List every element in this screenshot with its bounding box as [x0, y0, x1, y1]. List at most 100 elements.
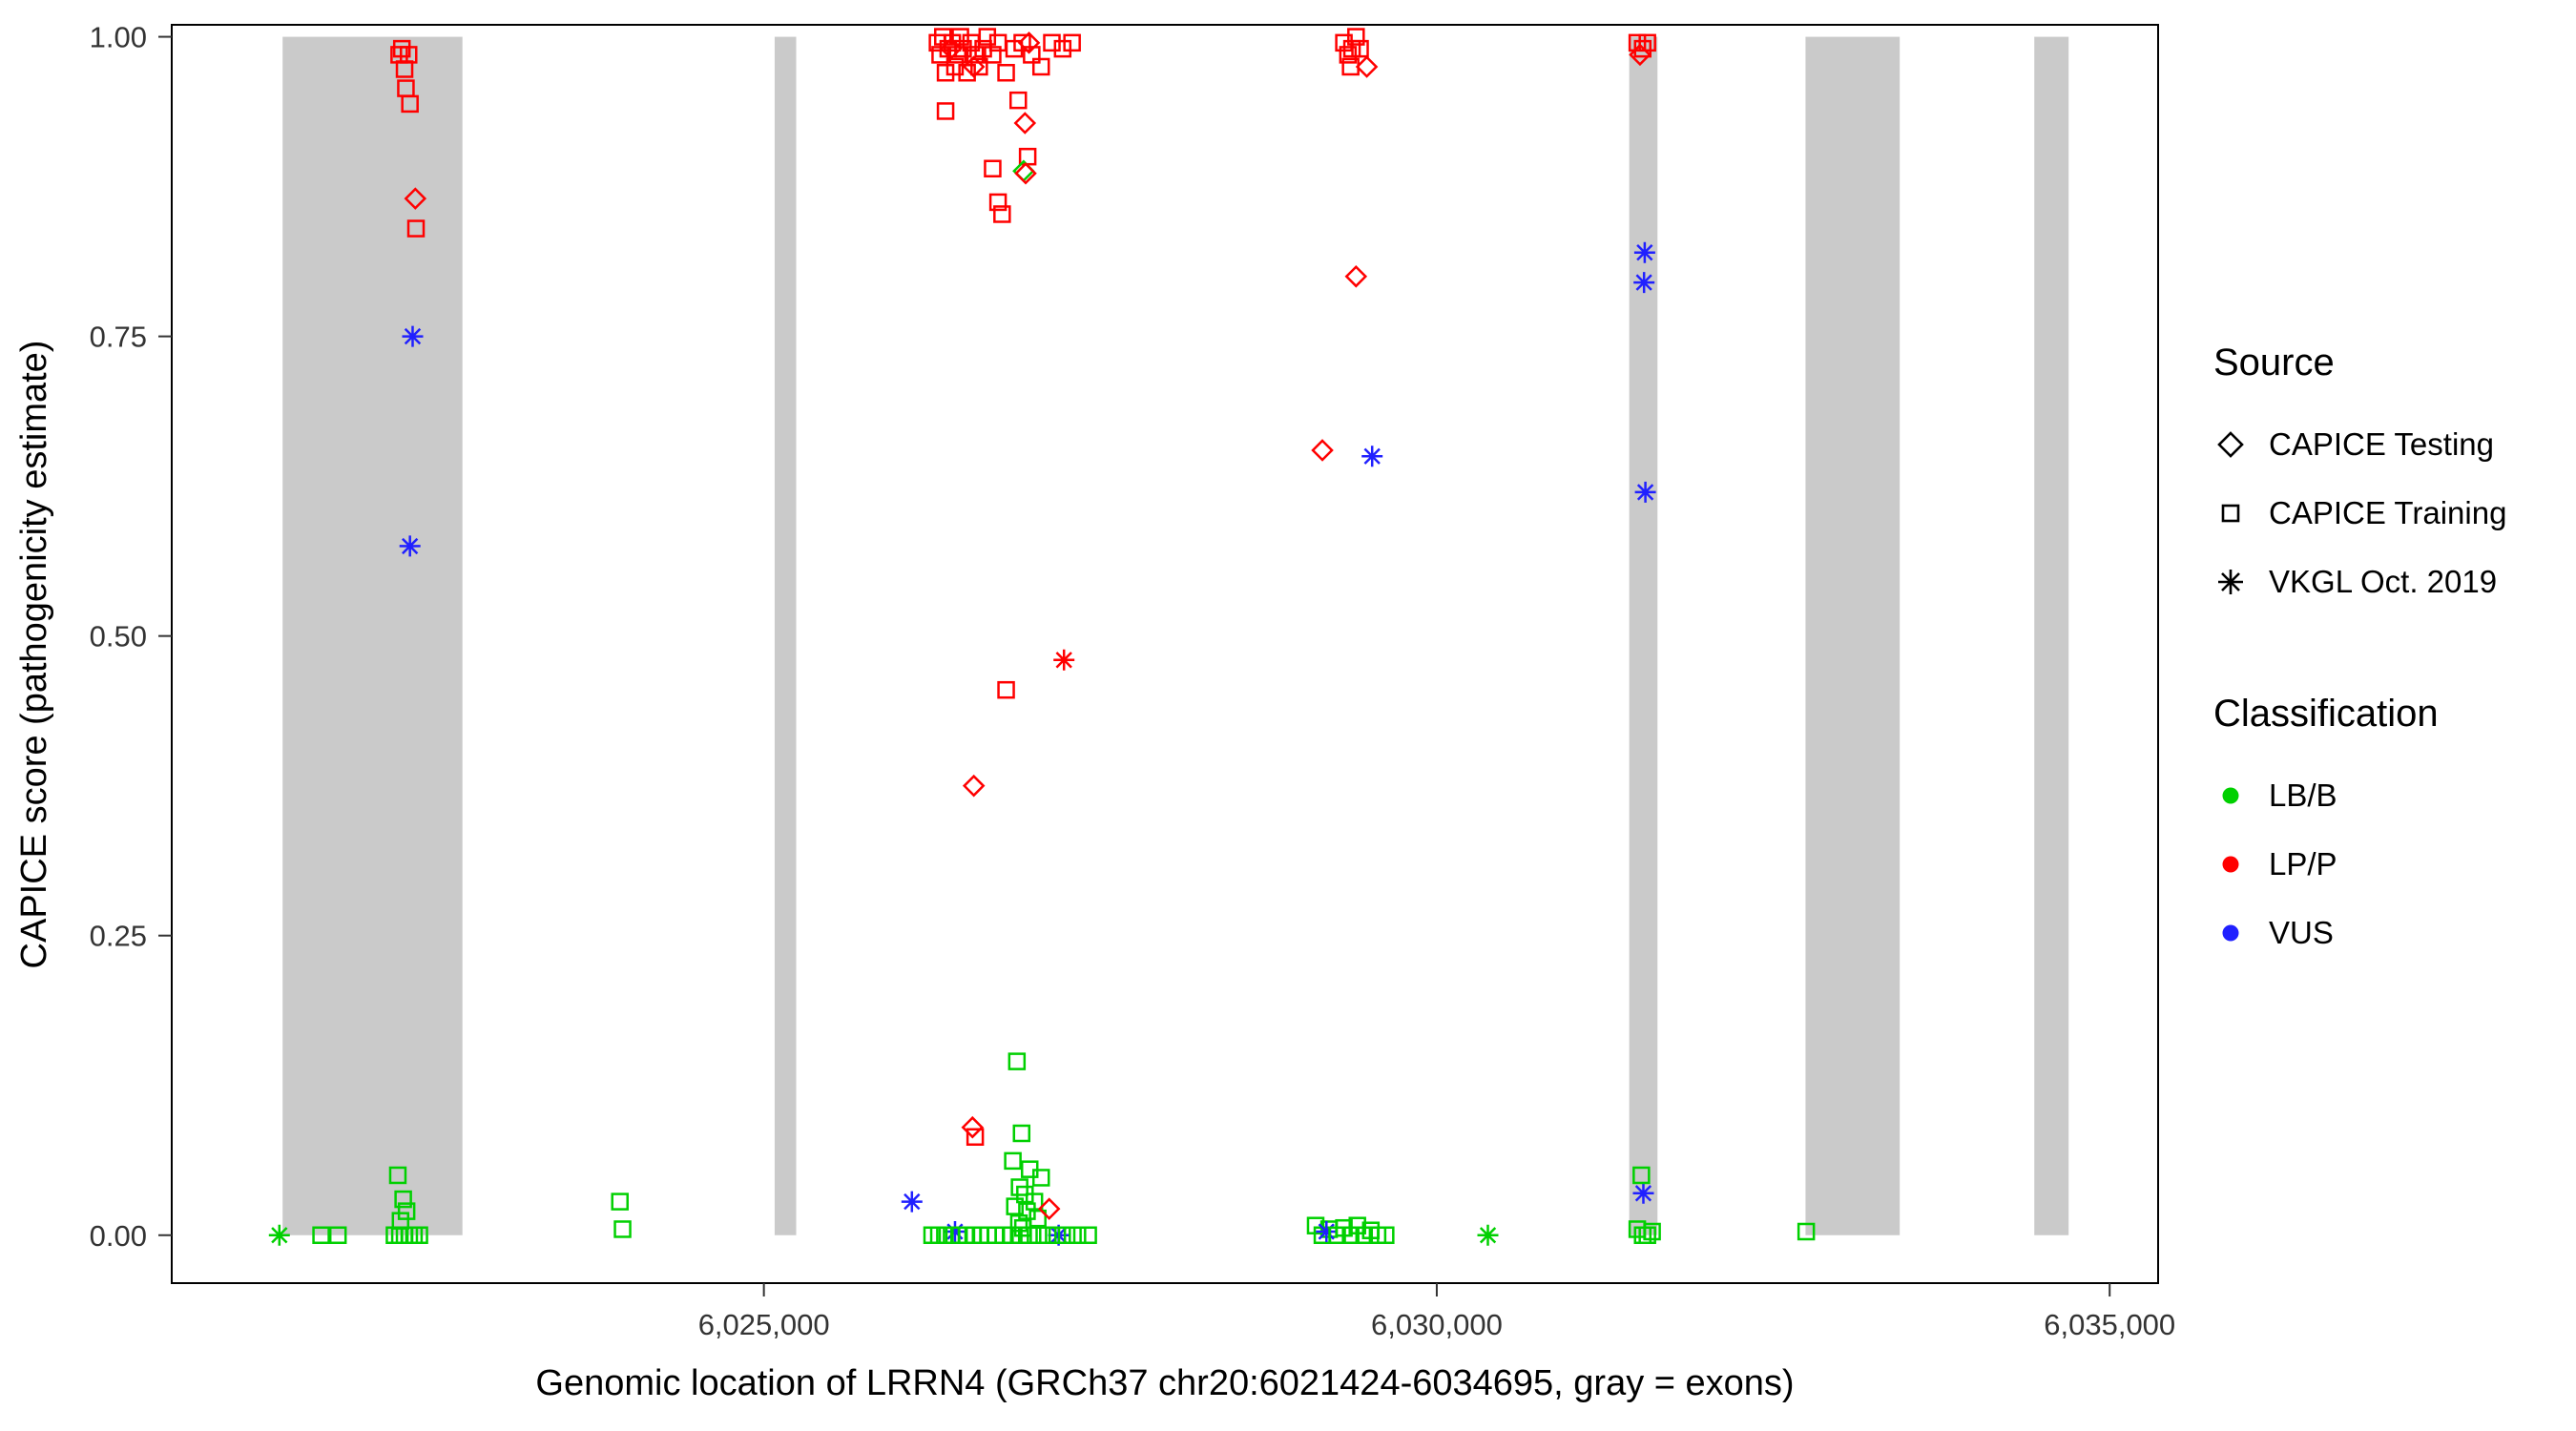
data-point-asterisk: [1633, 241, 1655, 263]
legend-item-label: CAPICE Training: [2269, 495, 2507, 530]
data-point-asterisk: [1633, 272, 1655, 294]
data-point-square: [978, 28, 997, 46]
data-point-square: [1039, 1226, 1057, 1245]
x-axis-title: Genomic location of LRRN4 (GRCh37 chr20:…: [535, 1363, 1794, 1403]
data-point-diamond: [1311, 439, 1334, 462]
data-point-square: [1048, 1226, 1067, 1245]
x-tick-label: 6,025,000: [698, 1308, 830, 1341]
data-point-asterisk: [1316, 1220, 1338, 1243]
data-point-square: [410, 1226, 428, 1245]
y-tick-label: 0.75: [90, 321, 147, 354]
data-point-asterisk: [1361, 446, 1383, 467]
data-point-square: [611, 1192, 629, 1211]
data-point-diamond: [1629, 43, 1652, 67]
data-point-asterisk: [268, 1224, 290, 1246]
data-point-diamond: [962, 774, 986, 798]
data-point-square: [1043, 33, 1061, 52]
data-point-square: [1069, 1226, 1087, 1245]
data-point-square: [394, 1190, 412, 1209]
data-point-square: [388, 1166, 407, 1185]
data-point-square: [1029, 1226, 1048, 1245]
legend-item-lpp: LP/P: [2213, 830, 2506, 899]
x-tick-label: 6,035,000: [2044, 1308, 2175, 1341]
data-point-square: [1339, 46, 1358, 64]
legend-item-vkgl: VKGL Oct. 2019: [2213, 548, 2506, 616]
y-tick-label: 0.00: [90, 1219, 147, 1253]
y-tick-label: 0.50: [90, 620, 147, 653]
data-point-square: [1638, 1226, 1656, 1245]
data-point-square: [1020, 1226, 1038, 1245]
y-tick-label: 0.25: [90, 920, 147, 953]
legend-item-label: VUS: [2269, 915, 2334, 950]
data-point-square: [1797, 1222, 1816, 1241]
panel-border: [171, 24, 2159, 1284]
diamond-icon: [2217, 431, 2244, 458]
legend-item-vus: VUS: [2213, 899, 2506, 967]
data-point-square: [1632, 1166, 1651, 1185]
data-point-square: [397, 1202, 416, 1220]
data-point-square: [395, 60, 414, 78]
legend-item-label: LB/B: [2269, 778, 2337, 813]
data-point-square: [936, 63, 955, 82]
data-point-square: [997, 63, 1015, 82]
data-point-square: [1012, 1124, 1031, 1143]
data-point-square: [1008, 91, 1028, 110]
data-point-square: [1079, 1226, 1097, 1245]
data-point-square: [1628, 33, 1647, 52]
legend-gap: [2213, 616, 2506, 695]
green-dot-icon: [2222, 787, 2239, 804]
data-point-asterisk: [944, 1220, 966, 1243]
data-point-diamond: [961, 1115, 985, 1139]
data-point-diamond: [1355, 55, 1379, 78]
data-point-asterisk: [402, 325, 424, 347]
data-point-square: [401, 94, 419, 114]
exon-bar: [2034, 36, 2069, 1235]
asterisk-icon: [2218, 570, 2243, 594]
data-point-square: [988, 193, 1008, 212]
exon-bar: [774, 36, 797, 1235]
data-point-diamond: [939, 37, 963, 60]
exon-bar: [282, 36, 463, 1235]
legend-item-capice-training: CAPICE Training: [2213, 479, 2506, 548]
data-point-square: [936, 102, 955, 120]
x-tick-label: 6,030,000: [1371, 1308, 1503, 1341]
red-dot-icon: [2222, 856, 2239, 873]
data-point-diamond: [1017, 31, 1041, 54]
legend-item-lbb: LB/B: [2213, 761, 2506, 830]
legend-item-label: LP/P: [2269, 846, 2337, 881]
legend-item-label: VKGL Oct. 2019: [2269, 564, 2498, 599]
data-point-square: [970, 57, 988, 76]
legend-classification-title: Classification: [2213, 693, 2439, 735]
y-tick-label: 1.00: [90, 21, 147, 54]
data-point-diamond: [404, 187, 427, 210]
data-point-square: [613, 1220, 632, 1238]
data-point-diamond: [1013, 112, 1037, 135]
data-point-square: [984, 159, 1002, 177]
blue-dot-icon: [2222, 924, 2239, 942]
legend: Source CAPICE Testing CAPICE Training VK…: [2213, 343, 2506, 967]
data-point-square: [1031, 1169, 1050, 1187]
data-point-square: [1004, 1151, 1022, 1171]
data-point-square: [1031, 57, 1050, 76]
square-icon: [2221, 504, 2240, 523]
data-point-square: [966, 1128, 985, 1146]
legend-item-label: CAPICE Testing: [2269, 426, 2494, 462]
data-point-diamond: [1014, 162, 1037, 185]
data-point-square: [1638, 33, 1656, 52]
data-point-square: [1347, 28, 1365, 46]
data-point-asterisk: [1053, 649, 1075, 671]
data-point-asterisk: [399, 535, 421, 557]
data-point-asterisk: [901, 1191, 923, 1213]
data-point-square: [312, 1226, 330, 1245]
data-point-asterisk: [1634, 481, 1656, 503]
legend-item-capice-testing: CAPICE Testing: [2213, 410, 2506, 479]
data-point-asterisk: [1632, 1182, 1654, 1204]
data-point-square: [1028, 1209, 1047, 1228]
exon-bar: [1629, 36, 1658, 1235]
data-point-diamond: [1037, 1197, 1061, 1220]
data-point-square: [951, 28, 969, 46]
data-point-square: [984, 46, 1002, 64]
data-point-asterisk: [1477, 1224, 1499, 1246]
